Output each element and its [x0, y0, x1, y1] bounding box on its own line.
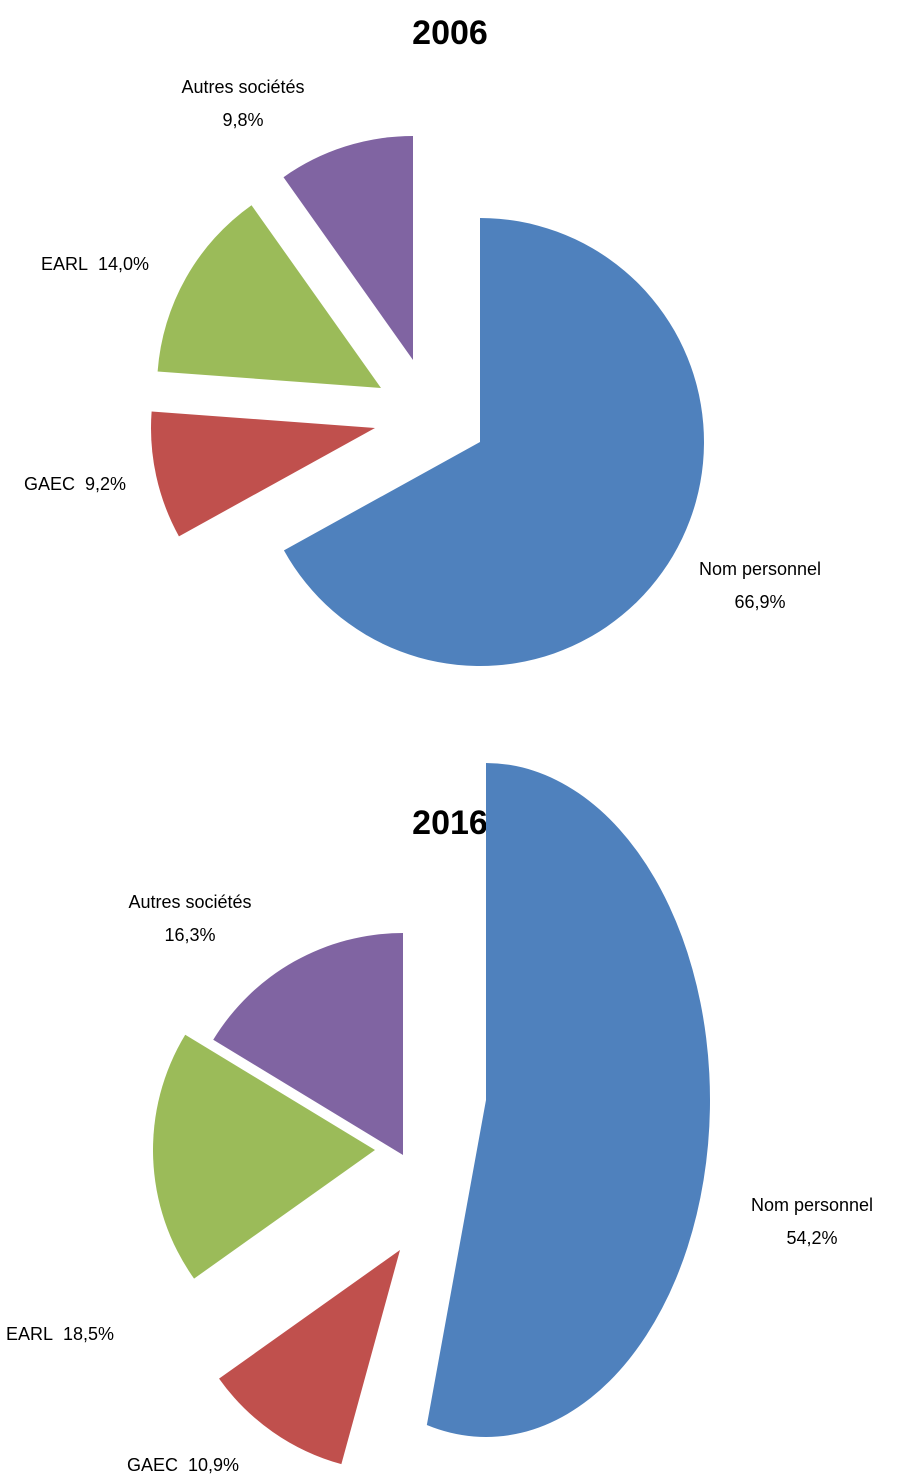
value-label: 9,8% [222, 110, 263, 130]
slice-label: Autres sociétés 16,3% [128, 892, 251, 945]
value-label: 9,2% [85, 474, 126, 494]
pie-slice [213, 933, 403, 1155]
pie-slice [157, 205, 381, 388]
slice-label: EARL 18,5% [6, 1324, 114, 1344]
slice-label: Autres sociétés 9,8% [181, 77, 304, 130]
category-label: Nom personnel [751, 1195, 873, 1215]
slice-label: GAEC 9,2% [24, 474, 126, 494]
category-label: EARL [41, 254, 88, 274]
slice-label: GAEC 10,9% [127, 1455, 239, 1475]
pie-slice [151, 411, 375, 537]
category-label: EARL [6, 1324, 53, 1344]
value-label: 54,2% [786, 1228, 837, 1248]
slice-label: Nom personnel 54,2% [751, 1195, 873, 1248]
value-label: 14,0% [98, 254, 149, 274]
value-label: 66,9% [734, 592, 785, 612]
category-label: GAEC [127, 1455, 178, 1475]
pie-slice [283, 136, 413, 360]
pie-slice [426, 763, 710, 1437]
category-label: Nom personnel [699, 559, 821, 579]
slice-label: EARL 14,0% [41, 254, 149, 274]
pie-slice [153, 1034, 375, 1279]
category-label: Autres sociétés [128, 892, 251, 912]
category-label: GAEC [24, 474, 75, 494]
slice-label: Nom personnel 66,9% [699, 559, 821, 612]
chart-title: 2006 [412, 14, 488, 52]
pie-slice [219, 1250, 400, 1465]
value-label: 16,3% [164, 925, 215, 945]
chart-title: 2016 [412, 804, 488, 842]
value-label: 10,9% [188, 1455, 239, 1475]
value-label: 18,5% [63, 1324, 114, 1344]
category-label: Autres sociétés [181, 77, 304, 97]
pie-slice [283, 218, 704, 666]
